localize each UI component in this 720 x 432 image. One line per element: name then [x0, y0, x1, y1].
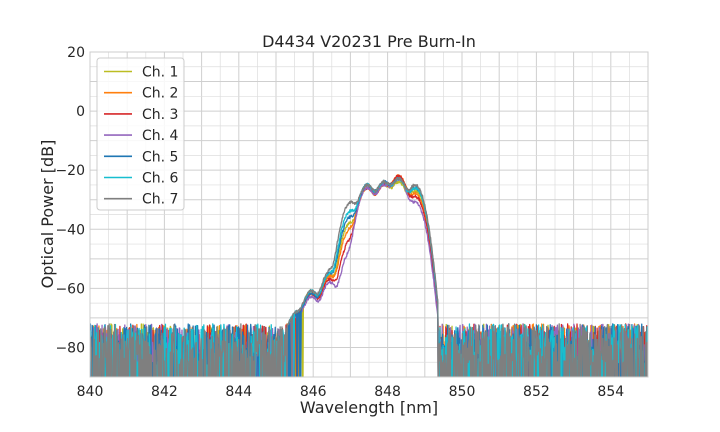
x-tick-label: 846 — [300, 384, 327, 400]
x-tick-label: 850 — [449, 384, 476, 400]
legend-label-4: Ch. 4 — [142, 128, 179, 144]
legend: Ch. 1 Ch. 2 Ch. 3 Ch. 4 Ch. 5 Ch. 6 Ch. 7 — [96, 57, 185, 211]
series-line-7 — [90, 177, 648, 377]
y-tick-label: −80 — [55, 340, 85, 356]
x-tick-label: 852 — [523, 384, 550, 400]
y-axis-label: Optical Power [dB] — [38, 140, 57, 289]
tick-labels: 840 842 844 846 848 850 852 854 20 0 −20 −40 −60 −80 — [55, 45, 624, 400]
y-tick-label: −40 — [55, 222, 85, 238]
series-layer — [90, 174, 648, 377]
legend-label-7: Ch. 7 — [142, 192, 178, 208]
x-tick-label: 842 — [151, 384, 178, 400]
chart-title: D4434 V20231 Pre Burn-In — [262, 32, 476, 51]
x-tick-label: 844 — [225, 384, 252, 400]
x-axis-label: Wavelength [nm] — [300, 398, 438, 417]
legend-frame — [96, 57, 185, 211]
y-tick-label: −60 — [55, 281, 85, 297]
y-tick-label: 0 — [76, 104, 85, 120]
x-tick-label: 854 — [597, 384, 624, 400]
legend-label-1: Ch. 1 — [142, 65, 178, 81]
y-tick-label: 20 — [67, 45, 85, 61]
legend-label-5: Ch. 5 — [142, 149, 178, 165]
plot-frame — [89, 51, 649, 378]
y-tick-label: −20 — [55, 163, 85, 179]
legend-label-2: Ch. 2 — [142, 86, 178, 102]
x-tick-label: 840 — [77, 384, 104, 400]
x-tick-label: 848 — [374, 384, 401, 400]
legend-label-3: Ch. 3 — [142, 107, 178, 123]
legend-label-6: Ch. 6 — [142, 171, 179, 187]
